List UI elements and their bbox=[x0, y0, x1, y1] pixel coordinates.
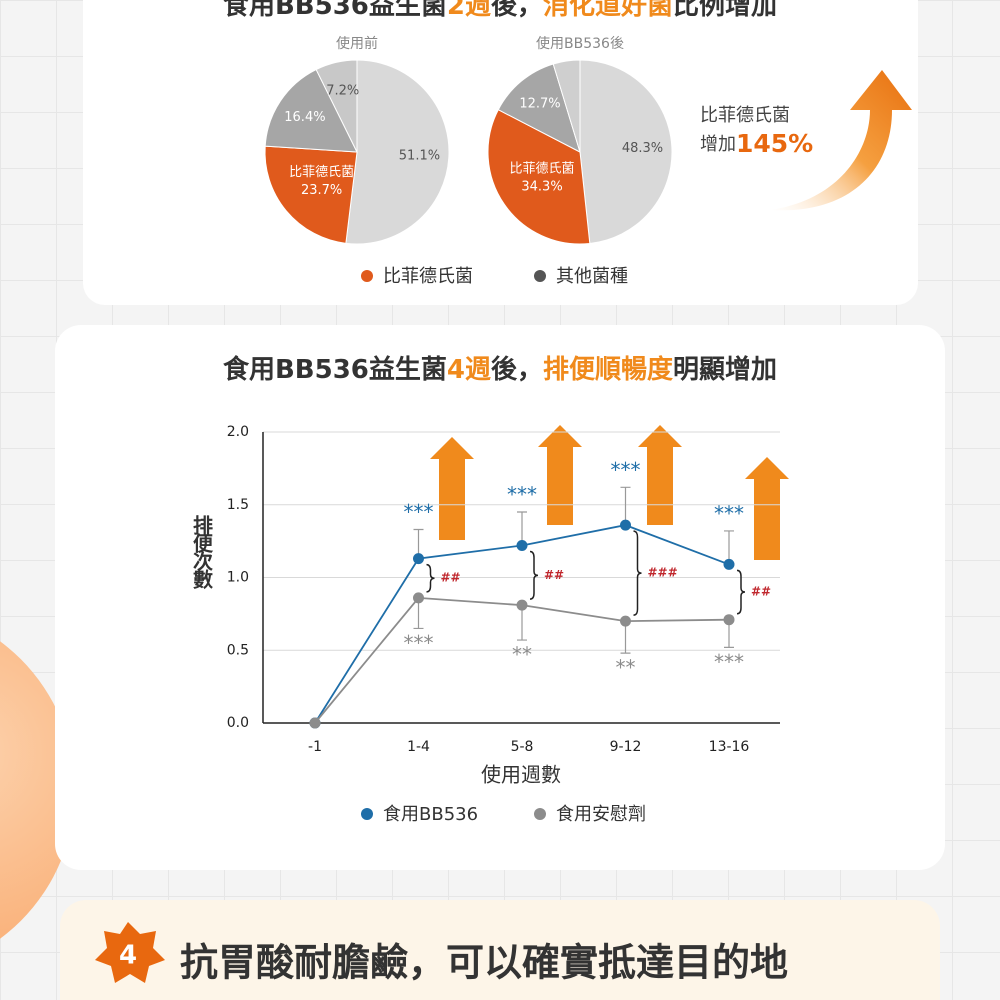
error-bar bbox=[620, 486, 631, 526]
y-tick-label: 0.5 bbox=[227, 642, 249, 658]
legend-label: 比菲德氏菌 bbox=[383, 266, 473, 287]
title-part: 食用BB536益生菌 bbox=[223, 0, 447, 21]
x-tick-label: 5-8 bbox=[511, 739, 534, 755]
title-part: 食用BB536益生菌 bbox=[223, 354, 447, 385]
callout-value: 145% bbox=[736, 129, 813, 158]
sig-label: *** bbox=[714, 501, 744, 525]
x-tick-label: -1 bbox=[308, 739, 322, 755]
slice-label: 48.3% bbox=[622, 141, 663, 156]
bracket bbox=[633, 530, 642, 616]
legend-label: 其他菌種 bbox=[556, 266, 628, 287]
panel-title: 食用BB536益生菌4週後，排便順暢度明顯增加 bbox=[223, 354, 777, 385]
sig-label: ## bbox=[441, 571, 461, 585]
section-heading: 抗胃酸耐膽鹼，可以確實抵達目的地 bbox=[180, 941, 788, 985]
point bbox=[516, 599, 528, 611]
panel-title: 食用BB536益生菌2週後，消化道好菌比例增加 bbox=[223, 0, 777, 21]
point bbox=[620, 615, 631, 627]
x-tick-label: 9-12 bbox=[610, 739, 642, 755]
slice-label: 51.1% bbox=[399, 148, 440, 163]
callout: 比菲德氏菌 bbox=[700, 105, 790, 126]
point bbox=[413, 592, 424, 604]
pie-slice bbox=[552, 59, 581, 153]
bracket bbox=[736, 569, 746, 615]
y-axis-label: 排便次數 bbox=[190, 514, 214, 590]
slice-label: 12.7% bbox=[519, 96, 560, 111]
legend-label: 食用安慰劑 bbox=[556, 804, 646, 825]
error-bar bbox=[724, 530, 734, 565]
badge-number: 4 bbox=[119, 941, 137, 971]
title-part: 2週 bbox=[447, 0, 491, 21]
legend-label: 食用BB536 bbox=[383, 804, 478, 825]
pie-title: 使用前 bbox=[336, 35, 378, 52]
sig-label: *** bbox=[404, 631, 434, 655]
title-part: 後， bbox=[491, 354, 543, 385]
slice-name: 比菲德氏菌 bbox=[510, 161, 575, 176]
slice-name: 比菲德氏菌 bbox=[289, 165, 354, 180]
sig-label: ## bbox=[751, 585, 771, 599]
title-part: 排便順暢度 bbox=[543, 354, 673, 385]
title-part: 明顯增加 bbox=[673, 354, 777, 385]
pie-slice bbox=[264, 145, 358, 244]
panel bbox=[55, 325, 945, 870]
pie-slice bbox=[487, 109, 591, 245]
decor-arrow bbox=[430, 437, 474, 540]
point bbox=[620, 519, 631, 531]
slice-label: 16.4% bbox=[284, 110, 325, 125]
slice-label: 34.3% bbox=[521, 179, 562, 194]
sig-label: ### bbox=[648, 566, 678, 580]
legend-marker bbox=[534, 270, 546, 282]
title-part: 消化道好菌 bbox=[543, 0, 673, 21]
point bbox=[516, 539, 528, 551]
y-tick-label: 1.0 bbox=[227, 570, 249, 586]
decor-arrow bbox=[538, 425, 582, 525]
pie-slice bbox=[264, 68, 358, 153]
y-tick-label: 1.5 bbox=[227, 497, 249, 513]
sig-label: *** bbox=[611, 458, 641, 482]
pie-title: 使用BB536後 bbox=[536, 35, 624, 52]
title-part: 後， bbox=[491, 0, 543, 21]
sig-label: *** bbox=[714, 650, 744, 674]
decor-arrow bbox=[638, 425, 682, 525]
sig-label: *** bbox=[507, 483, 537, 507]
slice-label: 7.2% bbox=[326, 84, 359, 99]
legend-marker bbox=[361, 808, 373, 820]
title-part: 4週 bbox=[447, 355, 491, 385]
point bbox=[723, 558, 735, 570]
slice-label: 23.7% bbox=[301, 183, 342, 198]
pie-slice bbox=[315, 59, 358, 153]
callout: 增加145% bbox=[700, 129, 813, 158]
point bbox=[413, 553, 424, 565]
pie-slice bbox=[579, 59, 673, 245]
title-part: 比例增加 bbox=[673, 0, 777, 21]
sig-label: ** bbox=[512, 643, 532, 667]
error-bar bbox=[517, 605, 527, 641]
bracket bbox=[529, 550, 539, 600]
sig-label: ** bbox=[616, 656, 636, 680]
callout: 增加 bbox=[700, 134, 736, 155]
x-tick-label: 1-4 bbox=[407, 739, 430, 755]
point bbox=[723, 614, 735, 626]
y-tick-label: 2.0 bbox=[227, 424, 249, 440]
legend-marker bbox=[534, 808, 546, 820]
sig-label: *** bbox=[404, 500, 434, 524]
y-tick-label: 0.0 bbox=[227, 715, 249, 731]
sig-label: ## bbox=[544, 568, 564, 582]
x-axis-label: 使用週數 bbox=[481, 763, 561, 787]
pie-slice bbox=[345, 59, 450, 245]
legend-marker bbox=[361, 270, 373, 282]
point bbox=[309, 717, 321, 729]
badge bbox=[95, 922, 165, 983]
panel bbox=[60, 900, 940, 1000]
bracket bbox=[426, 563, 435, 593]
x-tick-label: 13-16 bbox=[709, 739, 750, 755]
decor-arrow bbox=[770, 70, 912, 211]
decor-arrow bbox=[745, 457, 789, 560]
error-bar bbox=[517, 511, 527, 546]
